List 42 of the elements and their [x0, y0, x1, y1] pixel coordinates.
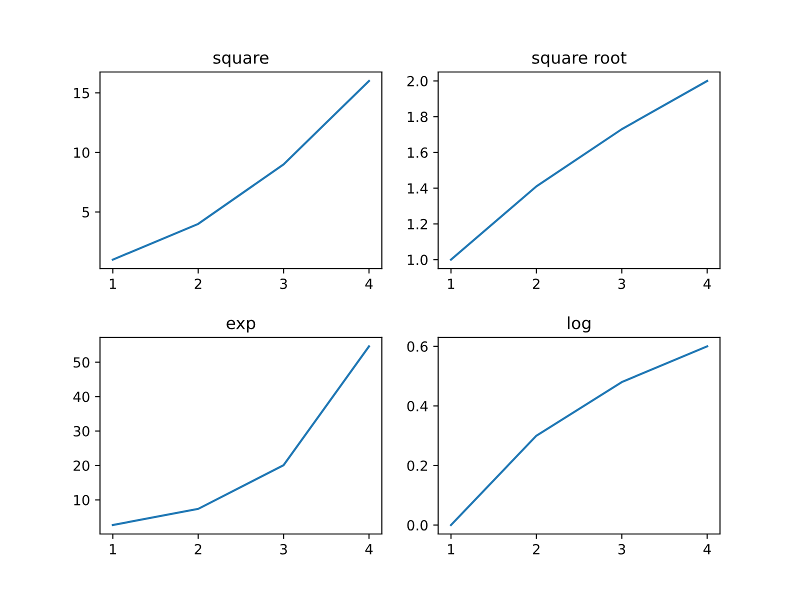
- x-tick-label: 3: [618, 278, 626, 290]
- y-tick-label: 0.6: [407, 341, 428, 352]
- y-tick-label: 30: [74, 426, 90, 437]
- y-tick-label: 1.2: [408, 218, 428, 230]
- x-tick-label: 4: [703, 278, 711, 289]
- y-tick-label: 0.4: [407, 400, 428, 412]
- x-tick-label: 3: [280, 544, 287, 554]
- x-tick-label: 3: [618, 544, 626, 554]
- x-tick-label: 2: [532, 544, 540, 554]
- y-tick-label: 10: [74, 147, 90, 158]
- x-tick-label: 1: [448, 278, 454, 289]
- y-tick-label: 10: [74, 494, 90, 506]
- line-series: [112, 345, 370, 526]
- y-tick-label: 1.0: [408, 254, 428, 266]
- y-tick-label: 1.8: [408, 112, 428, 122]
- y-tick-label: 0.2: [407, 460, 428, 471]
- chart-title: exp: [226, 320, 256, 333]
- line-series: [112, 80, 370, 261]
- y-tick-label: 1.4: [408, 183, 428, 194]
- y-tick-label: 0.0: [407, 520, 428, 531]
- line-series: [450, 345, 708, 526]
- y-tick-label: 1.6: [408, 147, 428, 158]
- x-tick-label: 4: [703, 544, 711, 554]
- y-tick-label: 20: [74, 460, 90, 471]
- line-series: [450, 80, 708, 261]
- y-tick-label: 2.0: [407, 76, 428, 86]
- x-tick-label: 2: [532, 278, 540, 289]
- y-tick-label: 15: [74, 88, 90, 98]
- x-tick-label: 4: [365, 278, 373, 289]
- y-tick-label: 50: [74, 357, 90, 368]
- x-tick-label: 2: [194, 544, 202, 554]
- x-tick-label: 1: [448, 544, 454, 554]
- y-tick-label: 40: [73, 392, 90, 402]
- y-tick-label: 5: [82, 207, 90, 218]
- chart-title: square root: [532, 52, 626, 68]
- x-tick-label: 4: [365, 544, 373, 554]
- x-tick-label: 3: [280, 278, 287, 290]
- chart-title: square: [213, 54, 268, 68]
- x-tick-label: 2: [194, 278, 202, 289]
- x-tick-label: 1: [110, 278, 116, 289]
- x-tick-label: 1: [110, 544, 116, 554]
- chart-title: log: [568, 316, 590, 333]
